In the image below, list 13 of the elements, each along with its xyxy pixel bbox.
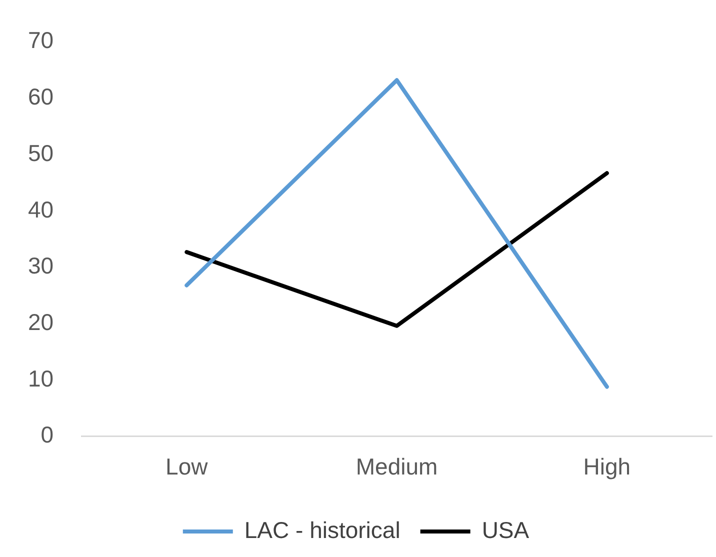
- legend-label: LAC - historical: [244, 516, 400, 543]
- x-tick-label: High: [583, 454, 631, 480]
- x-tick-label: Medium: [356, 454, 438, 480]
- y-tick-label: 70: [28, 27, 54, 54]
- y-tick-label: 30: [28, 252, 54, 279]
- y-tick-label: 20: [28, 309, 54, 335]
- y-tick-label: 50: [28, 140, 54, 166]
- y-tick-label: 10: [28, 365, 54, 392]
- legend-label: USA: [482, 516, 530, 543]
- y-tick-label: 40: [28, 196, 54, 222]
- x-tick-label: Low: [166, 454, 208, 480]
- y-tick-label: 0: [40, 422, 54, 448]
- y-tick-label: 60: [28, 84, 54, 110]
